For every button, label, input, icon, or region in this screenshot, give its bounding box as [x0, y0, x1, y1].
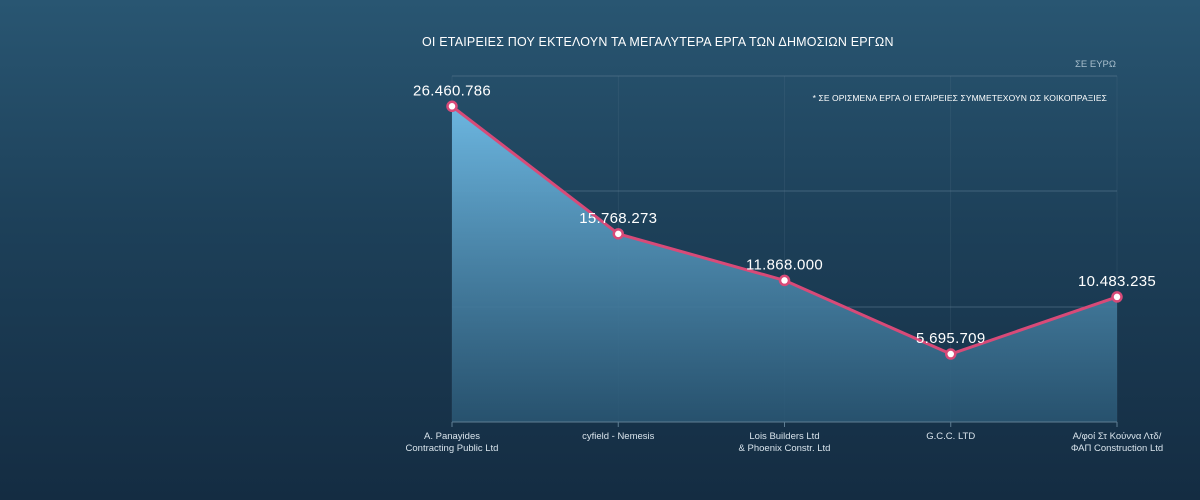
x-tick-label: Α/φοί Στ Κούννα Λτδ/ΦΑΠ Construction Ltd: [1071, 431, 1163, 454]
data-point: [612, 228, 624, 240]
x-tick-label-line: G.C.C. LTD: [926, 431, 975, 442]
label-layer: 26.460.786 15.768.273 11.868.000 5.695.709 1…: [413, 82, 1156, 347]
x-tick-label: Lois Builders Ltd & Phoenix Constr. Ltd: [739, 431, 831, 454]
data-point: [778, 274, 791, 287]
data-point: [945, 348, 957, 360]
data-point: [446, 100, 458, 113]
data-label: 10.483.235: [1078, 273, 1156, 290]
area-layer: [452, 106, 1117, 423]
point-layer: [446, 100, 1123, 360]
chart-note: * ΣΕ ΟΡΙΣΜΕΝΑ ΕΡΓΑ ΟΙ ΕΤΑΙΡΕΙΕΣ ΣΥΜΜΕΤΕΧ…: [812, 93, 1107, 103]
area-fill: [452, 106, 1117, 423]
data-label: 26.460.786: [413, 82, 491, 99]
x-tick-label-line: Α/φοί Στ Κούννα Λτδ/: [1073, 431, 1162, 442]
data-label: 5.695.709: [916, 330, 985, 347]
x-tick-label: cyfield - Nemesis: [582, 431, 655, 442]
chart-title: ΟΙ ΕΤΑΙΡΕΙΕΣ ΠΟΥ ΕΚΤΕΛΟΥΝ ΤΑ ΜΕΓΑΛΥΤΕΡΑ …: [422, 35, 894, 49]
x-tick-label-line: ΦΑΠ Construction Ltd: [1071, 443, 1163, 454]
data-point: [1111, 291, 1123, 303]
x-axis: A. Panayides Contracting Public Ltd cyfiel…: [406, 421, 1163, 454]
x-tick-label-line: A. Panayides: [424, 431, 480, 442]
x-tick-label: G.C.C. LTD: [926, 431, 975, 442]
x-tick-label: A. Panayides Contracting Public Ltd: [406, 431, 499, 454]
unit-label: ΣΕ ΕΥΡΩ: [1075, 59, 1116, 70]
x-tick-label-line: & Phoenix Constr. Ltd: [739, 443, 831, 454]
x-tick-label-line: Lois Builders Ltd: [749, 431, 819, 442]
x-tick-label-line: cyfield - Nemesis: [582, 431, 655, 442]
x-tick-label-line: Contracting Public Ltd: [406, 443, 499, 454]
data-label: 11.868.000: [746, 256, 823, 273]
data-label: 15.768.273: [579, 210, 657, 227]
